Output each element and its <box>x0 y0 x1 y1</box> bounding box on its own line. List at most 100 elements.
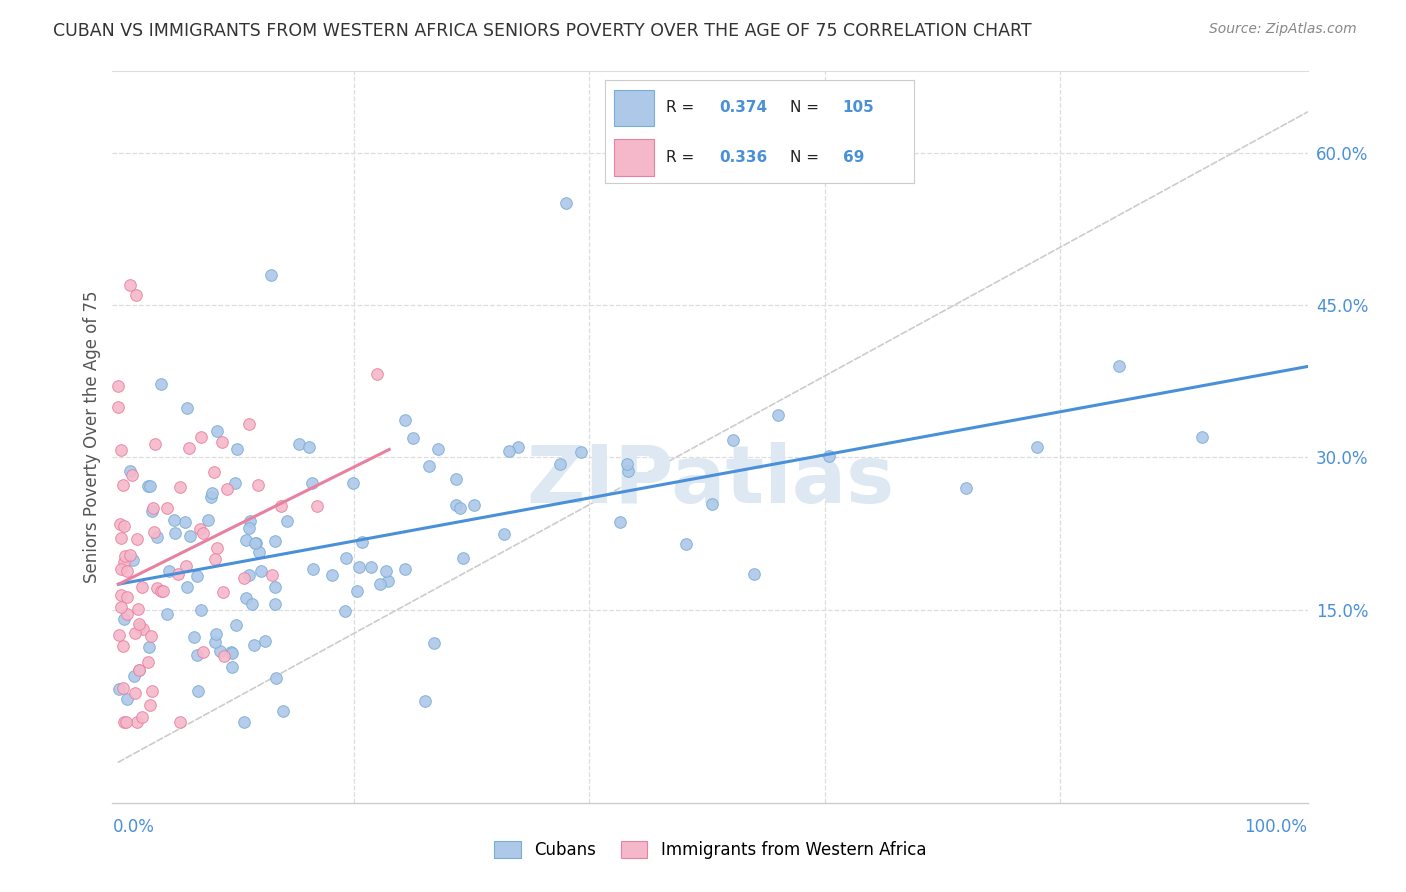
Point <box>444 472 467 486</box>
Point <box>366 368 388 382</box>
Point <box>305 500 328 514</box>
Point <box>955 481 977 495</box>
Point <box>276 514 298 528</box>
Point <box>616 457 638 471</box>
FancyBboxPatch shape <box>614 89 654 127</box>
Point <box>127 602 149 616</box>
Point <box>191 526 214 541</box>
Point <box>183 630 205 644</box>
Point <box>264 533 287 548</box>
Point <box>449 500 471 515</box>
Point <box>271 705 294 719</box>
Point <box>423 636 446 650</box>
Point <box>110 599 132 614</box>
Point <box>112 714 135 729</box>
Point <box>250 565 273 579</box>
Point <box>264 580 287 594</box>
Point <box>176 401 198 415</box>
Point <box>401 431 423 445</box>
Text: 0.336: 0.336 <box>718 150 768 165</box>
Point <box>150 583 173 598</box>
Point <box>157 565 180 579</box>
Point <box>1191 430 1213 444</box>
Point <box>142 524 165 539</box>
Point <box>700 497 723 511</box>
Point <box>335 550 357 565</box>
Point <box>212 585 235 599</box>
Point <box>121 467 143 482</box>
Point <box>125 533 148 547</box>
Point <box>243 638 266 652</box>
Point <box>349 560 371 574</box>
Point <box>115 591 138 605</box>
Text: 0.374: 0.374 <box>718 101 768 115</box>
Point <box>238 521 260 535</box>
Point <box>302 562 325 576</box>
Point <box>301 475 323 490</box>
Point <box>107 379 129 393</box>
Point <box>120 277 142 292</box>
Point <box>742 566 765 581</box>
Point <box>426 442 449 456</box>
Point <box>569 445 592 459</box>
Point <box>110 588 132 602</box>
Point <box>225 617 247 632</box>
Point <box>156 607 179 622</box>
Point <box>107 400 129 414</box>
Text: 69: 69 <box>842 150 865 165</box>
Text: 100.0%: 100.0% <box>1244 818 1308 836</box>
Point <box>675 536 697 550</box>
Point <box>186 648 208 662</box>
Point <box>125 288 148 302</box>
Point <box>122 669 145 683</box>
Point <box>342 475 364 490</box>
Point <box>121 553 143 567</box>
Text: Source: ZipAtlas.com: Source: ZipAtlas.com <box>1209 22 1357 37</box>
Point <box>205 541 228 555</box>
Point <box>197 513 219 527</box>
Point <box>176 581 198 595</box>
Point <box>112 478 135 492</box>
Point <box>173 515 195 529</box>
Point <box>179 529 201 543</box>
Point <box>149 376 172 391</box>
Point <box>219 645 242 659</box>
Point <box>115 691 138 706</box>
Point <box>238 567 260 582</box>
Point <box>215 482 238 496</box>
Point <box>508 440 530 454</box>
Point <box>413 694 436 708</box>
Point <box>115 607 138 622</box>
Point <box>115 564 138 578</box>
Point <box>107 628 129 642</box>
Point <box>1108 359 1130 373</box>
Point <box>453 551 475 566</box>
Point <box>186 569 208 583</box>
Point <box>141 629 163 643</box>
Point <box>141 504 163 518</box>
Point <box>200 490 222 504</box>
Point <box>202 465 225 479</box>
Point <box>163 513 186 527</box>
Point <box>212 649 235 664</box>
Point <box>118 464 141 478</box>
Point <box>270 499 292 513</box>
Point <box>169 714 191 729</box>
Point <box>112 518 135 533</box>
Text: N =: N = <box>790 101 824 115</box>
Point <box>205 424 228 438</box>
Point <box>141 684 163 698</box>
Point <box>110 561 132 575</box>
Point <box>112 555 135 569</box>
Point <box>204 552 226 566</box>
Point <box>112 612 135 626</box>
Point <box>179 442 201 456</box>
Point <box>350 534 373 549</box>
Text: 105: 105 <box>842 101 875 115</box>
Point <box>145 530 167 544</box>
Point <box>368 576 391 591</box>
Point <box>111 639 134 653</box>
Point <box>224 475 246 490</box>
Point <box>110 531 132 545</box>
Point <box>208 644 231 658</box>
